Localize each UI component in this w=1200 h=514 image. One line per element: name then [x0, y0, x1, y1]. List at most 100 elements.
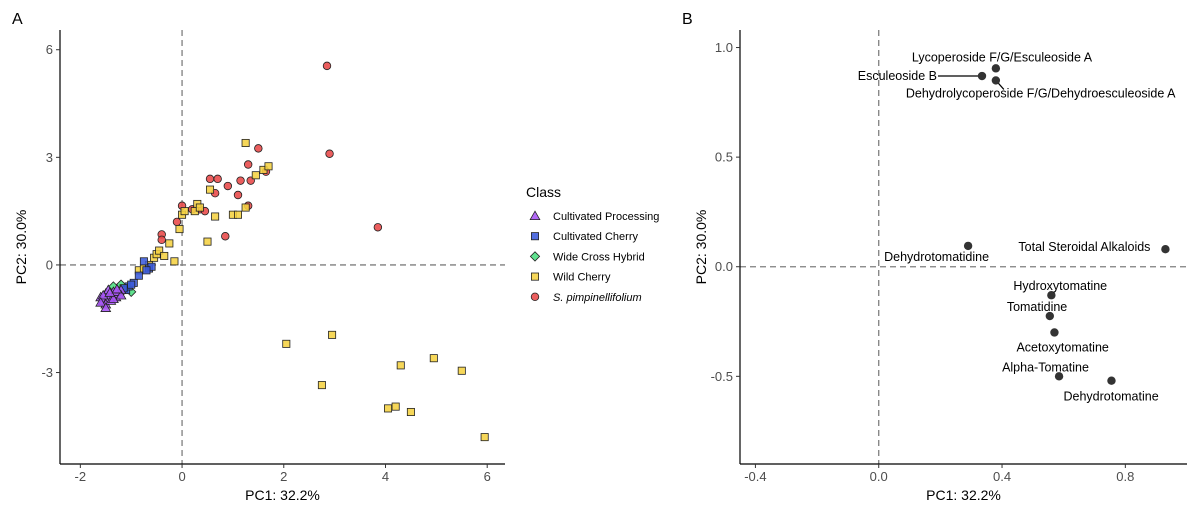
- point-s-pimpinellifolium: [325, 149, 334, 158]
- loading-label-dehydrotomatine: Dehydrotomatine: [1063, 390, 1158, 404]
- point-wild-cherry: [317, 381, 326, 390]
- x-tick-label: 0.8: [1116, 469, 1134, 484]
- legend: Class Cultivated Processing Cultivated Ch…: [526, 184, 659, 304]
- point-wild-cherry: [396, 361, 405, 370]
- loading-point-alpha-tomatine: [1054, 372, 1064, 381]
- point-wild-cherry: [195, 203, 204, 212]
- point-wild-cherry: [203, 237, 212, 246]
- legend-entries: Cultivated Processing Cultivated Cherry Wi…: [529, 210, 659, 304]
- x-tick-label: 6: [484, 469, 491, 484]
- point-wild-cherry: [155, 246, 164, 255]
- x-tick-label: 0.4: [993, 469, 1011, 484]
- point-wild-cherry: [241, 203, 250, 212]
- panel-a-tag: A: [12, 11, 23, 28]
- y-tick-label: 1.0: [715, 40, 733, 55]
- point-wild-cherry: [211, 212, 220, 221]
- axes: -2 0 2 4 6 -3 0 3 6: [41, 30, 505, 484]
- loading-label-alpha-tomatine: Alpha-Tomatine: [1002, 360, 1089, 374]
- y-tick-label: 6: [46, 42, 53, 57]
- point-wild-cherry: [241, 138, 250, 147]
- loading-label-total-steroidal-alkaloids: Total Steroidal Alkaloids: [1018, 240, 1150, 254]
- point-wild-cherry: [480, 433, 489, 442]
- y-tick-label: -0.5: [711, 369, 733, 384]
- loading-label-hydroxytomatine: Hydroxytomatine: [1013, 279, 1107, 293]
- legend-title: Class: [526, 184, 561, 200]
- x-axis-title: PC1: 32.2%: [245, 487, 320, 503]
- loading-point-total-steroidal-alkaloids: [1161, 244, 1170, 254]
- legend-key-wild-cherry: [531, 272, 540, 281]
- x-axis-title: PC1: 32.2%: [926, 487, 1001, 503]
- point-cultivated-processing: [111, 283, 123, 294]
- y-tick-label: 0.0: [715, 259, 733, 274]
- point-cultivated-cherry: [139, 257, 148, 266]
- point-s-pimpinellifolium: [213, 174, 222, 184]
- point-wild-cherry: [170, 257, 179, 266]
- loading-point-dehydrotomatine: [1107, 376, 1116, 385]
- reference-lines: [60, 30, 505, 464]
- loading-point-tomatidine: [1045, 311, 1055, 321]
- legend-label-cultivated-processing: Cultivated Processing: [553, 211, 659, 223]
- point-wild-cherry: [251, 171, 260, 180]
- legend-key-wide-cross-hybrid: [529, 251, 541, 262]
- point-cultivated-processing: [107, 293, 119, 304]
- loading-label-dehydrolycoperoside-f-g-dehydroesculeoside-a: Dehydrolycoperoside F/G/Dehydroesculeosi…: [906, 86, 1176, 100]
- point-s-pimpinellifolium: [322, 61, 332, 71]
- point-s-pimpinellifolium: [205, 174, 215, 184]
- point-cultivated-processing: [100, 302, 112, 312]
- point-s-pimpinellifolium: [223, 181, 233, 191]
- x-tick-label: 0: [178, 469, 185, 484]
- loading-point-dehydrotomatidine: [963, 241, 973, 251]
- loading-label-tomatidine: Tomatidine: [1007, 300, 1067, 314]
- x-tick-label: 0.0: [870, 469, 888, 484]
- point-cultivated-cherry: [134, 271, 143, 280]
- point-wild-cherry: [406, 407, 415, 416]
- point-s-pimpinellifolium: [233, 190, 243, 200]
- legend-label-cultivated-cherry: Cultivated Cherry: [553, 231, 638, 243]
- loading-label-dehydrotomatidine: Dehydrotomatidine: [884, 250, 989, 264]
- point-s-pimpinellifolium: [373, 223, 383, 232]
- loading-point-acetoxytomatine: [1050, 328, 1059, 337]
- loading-label-lycoperoside-f-g-esculeoside-a: Lycoperoside F/G/Esculeoside A: [912, 50, 1093, 64]
- axes: -0.4 0.0 0.4 0.8 -0.5 0.0 0.5 1.0: [711, 30, 1187, 484]
- point-cultivated-processing: [95, 296, 107, 307]
- x-tick-label: 2: [280, 469, 287, 484]
- point-wild-cherry: [328, 330, 337, 339]
- point-wild-cherry: [384, 404, 393, 413]
- x-tick-label: -0.4: [744, 469, 766, 484]
- loading-point-hydroxytomatine: [1047, 291, 1056, 300]
- point-wild-cherry: [429, 354, 438, 363]
- point-s-pimpinellifolium: [254, 144, 263, 153]
- loading-points: [963, 64, 1170, 385]
- data-points: [95, 61, 489, 442]
- y-tick-label: 0.5: [715, 150, 733, 165]
- point-s-pimpinellifolium: [236, 176, 245, 185]
- point-cultivated-cherry: [142, 266, 151, 275]
- loading-point-dehydrolycoperoside-f-g-dehydroesculeoside-a: [991, 76, 1001, 85]
- point-wild-cherry: [160, 251, 169, 260]
- loading-label-acetoxytomatine: Acetoxytomatine: [1016, 340, 1108, 354]
- point-wild-cherry: [165, 239, 174, 248]
- point-s-pimpinellifolium: [243, 160, 253, 169]
- y-axis-title: PC2: 30.0%: [693, 210, 709, 285]
- y-tick-label: -3: [41, 365, 53, 380]
- point-s-pimpinellifolium: [157, 235, 166, 245]
- legend-label-wild-cherry: Wild Cherry: [553, 272, 611, 284]
- point-wild-cherry: [391, 402, 400, 411]
- loading-labels: Lycoperoside F/G/Esculeoside A Esculeosid…: [858, 50, 1176, 403]
- point-wild-cherry: [282, 339, 291, 348]
- loading-label-esculeoside-b: Esculeoside B: [858, 69, 937, 83]
- point-wild-cherry: [233, 210, 242, 219]
- point-cultivated-cherry: [127, 280, 136, 289]
- point-cultivated-processing: [115, 289, 127, 300]
- point-s-pimpinellifolium: [221, 232, 230, 241]
- panel-b-tag: B: [682, 11, 693, 28]
- y-tick-label: 0: [46, 257, 53, 272]
- panel-a-scatter-plot: -2 0 2 4 6 -3 0 3 6 PC1: 32.2% PC2: 30.0%: [13, 30, 505, 503]
- legend-label-s-pimpinellifolium: S. pimpinellifolium: [553, 292, 642, 304]
- point-wild-cherry: [206, 185, 215, 194]
- point-wild-cherry: [457, 366, 466, 375]
- reference-lines: [740, 30, 1187, 464]
- legend-key-cultivated-cherry: [531, 232, 540, 241]
- loading-point-lycoperoside-f-g-esculeoside-a: [991, 64, 1001, 73]
- point-wild-cherry: [180, 207, 189, 216]
